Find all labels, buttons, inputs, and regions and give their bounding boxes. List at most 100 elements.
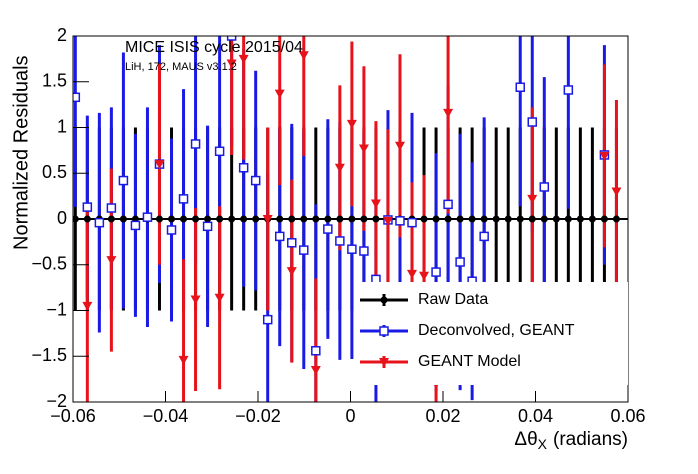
y-tick-label: 0 — [57, 208, 67, 228]
marker — [540, 215, 548, 223]
marker — [238, 54, 249, 64]
marker — [527, 194, 538, 204]
marker — [380, 296, 388, 304]
y-tick-label: 1.5 — [42, 71, 67, 91]
marker — [226, 59, 237, 69]
marker — [252, 215, 260, 223]
y-tick-label: 2 — [57, 25, 67, 45]
marker — [166, 225, 177, 235]
marker — [612, 215, 620, 223]
marker — [142, 212, 153, 222]
y-tick-label: −0.5 — [31, 254, 67, 274]
marker — [192, 215, 200, 223]
marker — [420, 215, 428, 223]
marker — [432, 215, 440, 223]
marker — [107, 215, 115, 223]
marker — [300, 215, 308, 223]
marker — [504, 215, 512, 223]
marker — [407, 269, 418, 279]
marker — [599, 151, 610, 161]
marker — [106, 256, 117, 266]
marker — [288, 215, 296, 223]
marker — [240, 215, 248, 223]
y-axis-label: Normalized Residuals — [10, 55, 32, 250]
marker — [359, 246, 369, 256]
marker — [346, 119, 357, 129]
marker — [395, 216, 405, 226]
marker — [479, 231, 489, 242]
y-tick-label: −1.5 — [31, 345, 67, 365]
marker — [286, 267, 297, 277]
x-label-symbol: Δθ — [514, 429, 537, 450]
marker — [358, 144, 369, 154]
marker — [382, 216, 393, 226]
marker — [419, 271, 430, 281]
marker — [394, 141, 405, 151]
marker — [274, 89, 285, 99]
marker — [443, 199, 453, 210]
x-tick-label: −0.04 — [143, 406, 189, 426]
marker — [360, 215, 368, 223]
legend-label: Deconvolved, GEANT — [418, 322, 575, 339]
chart-title: MICE ISIS cycle 2015/04 — [125, 39, 303, 56]
x-tick-label: 0.02 — [425, 406, 460, 426]
marker — [552, 215, 560, 223]
marker — [82, 301, 93, 311]
marker — [276, 215, 284, 223]
legend-label: GEANT Model — [418, 353, 521, 370]
marker — [611, 187, 622, 197]
marker — [262, 314, 273, 325]
marker — [154, 160, 165, 170]
marker — [118, 175, 129, 186]
marker — [379, 358, 389, 367]
marker — [190, 295, 201, 305]
marker — [515, 82, 525, 92]
marker — [455, 257, 465, 267]
marker — [250, 175, 261, 186]
marker — [492, 215, 500, 223]
y-tick-label: −1 — [46, 299, 67, 319]
marker — [480, 215, 488, 223]
marker — [443, 108, 454, 118]
marker — [468, 215, 476, 223]
marker — [119, 215, 127, 223]
marker — [348, 215, 356, 223]
marker — [178, 194, 189, 204]
marker — [202, 221, 213, 232]
marker — [299, 245, 309, 255]
x-tick-label: −0.06 — [50, 406, 96, 426]
marker — [336, 215, 344, 223]
marker — [238, 163, 249, 173]
marker — [324, 215, 332, 223]
marker — [130, 220, 141, 231]
x-tick-label: −0.02 — [235, 406, 281, 426]
x-label-unit: (radians) — [553, 429, 628, 450]
y-tick-label: 1 — [57, 116, 67, 136]
marker — [226, 36, 237, 41]
chart-subtitle: LiH, 172, MAUS v3.1.2 — [125, 61, 237, 73]
marker — [310, 365, 321, 375]
x-tick-label: 0.06 — [610, 406, 645, 426]
marker — [527, 117, 538, 127]
marker — [323, 224, 333, 234]
marker — [372, 215, 380, 223]
marker — [214, 146, 225, 157]
marker — [204, 215, 212, 223]
marker — [444, 215, 452, 223]
x-axis-label: ΔθX (radians) — [514, 429, 628, 452]
marker — [564, 215, 572, 223]
marker — [178, 355, 189, 365]
marker — [287, 238, 297, 248]
marker — [334, 163, 345, 173]
marker — [82, 202, 93, 212]
marker — [168, 215, 176, 223]
marker — [528, 215, 536, 223]
marker — [370, 199, 381, 209]
marker — [516, 215, 524, 223]
marker — [274, 231, 285, 242]
marker — [106, 203, 117, 213]
y-tick-label: 0.5 — [42, 162, 67, 182]
marker — [190, 139, 201, 149]
marker — [456, 215, 464, 223]
